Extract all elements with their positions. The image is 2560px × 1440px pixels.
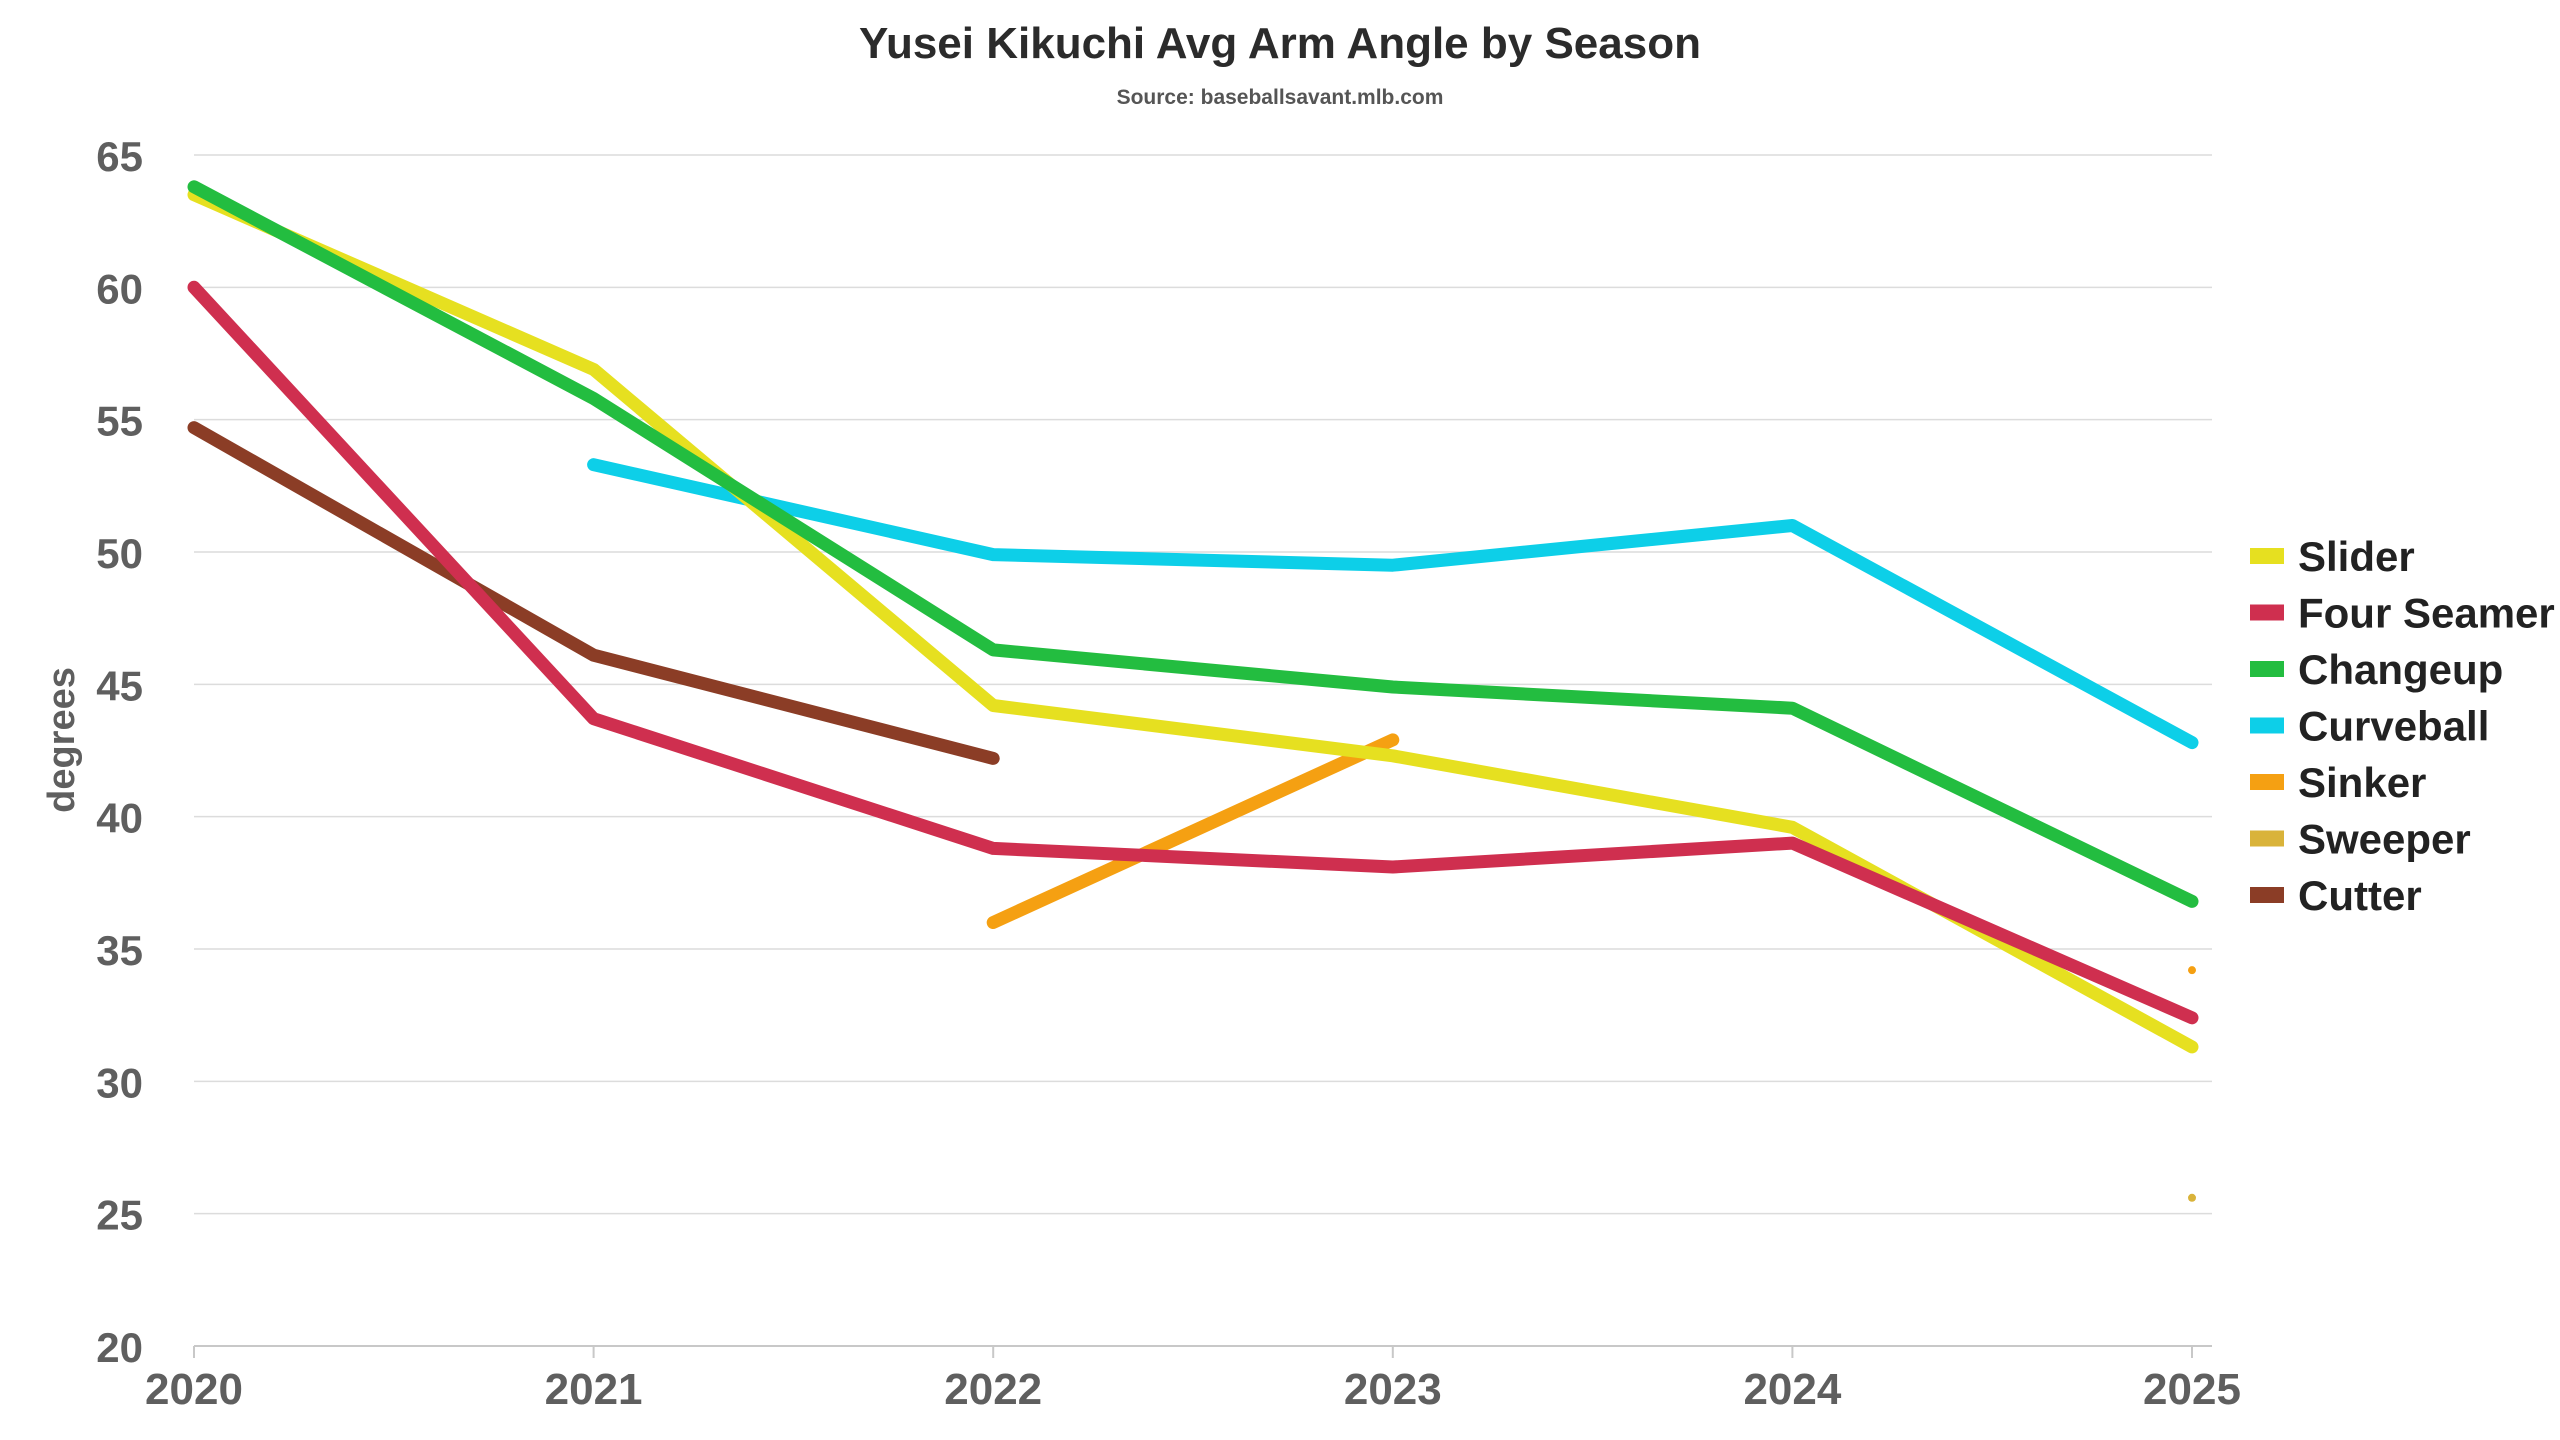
legend-item-slider[interactable]: Slider xyxy=(2250,533,2415,580)
legend-label-curveball: Curveball xyxy=(2298,703,2489,750)
legend-item-four-seamer[interactable]: Four Seamer xyxy=(2250,590,2555,637)
legend-label-cutter: Cutter xyxy=(2298,872,2422,919)
y-tick-65: 65 xyxy=(96,133,143,180)
y-tick-55: 55 xyxy=(96,398,143,445)
y-tick-20: 20 xyxy=(96,1324,143,1371)
y-tick-30: 30 xyxy=(96,1059,143,1106)
series-line-sinker-0 xyxy=(986,733,1400,929)
x-tick-2022: 2022 xyxy=(944,1365,1042,1414)
x-tick-2023: 2023 xyxy=(1344,1365,1442,1414)
series-changeup xyxy=(187,180,2199,908)
x-tick-2025: 2025 xyxy=(2143,1365,2241,1414)
legend-swatch-cutter xyxy=(2250,887,2284,903)
y-tick-60: 60 xyxy=(96,265,143,312)
series-line-changeup xyxy=(187,180,2199,908)
series-sweeper xyxy=(2188,1193,2196,1202)
legend-swatch-four-seamer xyxy=(2250,604,2284,621)
legend-label-slider: Slider xyxy=(2298,533,2415,580)
series-line-cutter xyxy=(187,421,1000,765)
y-tick-labels: 20 25 30 35 40 45 50 55 60 65 xyxy=(96,133,143,1371)
series-sinker xyxy=(986,733,2196,975)
series-four-seamer xyxy=(187,280,2199,1025)
chart-title: Yusei Kikuchi Avg Arm Angle by Season xyxy=(859,19,1701,68)
legend-item-sweeper[interactable]: Sweeper xyxy=(2250,816,2471,863)
grid-lines xyxy=(194,154,2212,1215)
axes xyxy=(193,1345,2212,1358)
legend-swatch-slider xyxy=(2250,548,2284,564)
y-tick-35: 35 xyxy=(96,927,143,974)
y-tick-25: 25 xyxy=(96,1192,143,1239)
series-slider xyxy=(187,188,2199,1054)
legend[interactable]: Slider Four Seamer Changeup Curveball Sinker… xyxy=(2250,533,2555,919)
y-tick-45: 45 xyxy=(96,662,143,709)
x-tick-2024: 2024 xyxy=(1743,1365,1841,1414)
legend-label-four-seamer: Four Seamer xyxy=(2298,590,2555,637)
legend-label-changeup: Changeup xyxy=(2298,646,2503,693)
series-point-sinker-1 xyxy=(2188,966,2196,975)
series-line-slider xyxy=(187,188,2199,1054)
legend-swatch-sweeper xyxy=(2250,830,2284,847)
legend-swatch-sinker xyxy=(2250,774,2284,790)
series-line-curveball xyxy=(587,458,2199,750)
y-tick-40: 40 xyxy=(96,795,143,842)
series-line-four-seamer xyxy=(187,280,2199,1025)
legend-label-sweeper: Sweeper xyxy=(2298,816,2471,863)
series-lines xyxy=(187,180,2199,1202)
chart-subtitle: Source: baseballsavant.mlb.com xyxy=(1117,86,1444,109)
y-axis-label: degrees xyxy=(41,667,83,813)
legend-item-changeup[interactable]: Changeup xyxy=(2250,646,2503,693)
x-tick-labels: 2020 2021 2022 2023 2024 2025 xyxy=(145,1365,2241,1414)
legend-item-cutter[interactable]: Cutter xyxy=(2250,872,2422,919)
legend-item-curveball[interactable]: Curveball xyxy=(2250,703,2489,750)
legend-swatch-curveball xyxy=(2250,717,2284,734)
series-point-sweeper xyxy=(2188,1193,2196,1202)
y-tick-50: 50 xyxy=(96,530,143,577)
series-cutter xyxy=(187,421,1000,765)
legend-label-sinker: Sinker xyxy=(2298,759,2426,806)
x-tick-2020: 2020 xyxy=(145,1365,243,1414)
legend-swatch-changeup xyxy=(2250,661,2284,677)
series-curveball xyxy=(587,458,2199,750)
x-tick-2021: 2021 xyxy=(545,1365,643,1414)
legend-item-sinker[interactable]: Sinker xyxy=(2250,759,2426,806)
